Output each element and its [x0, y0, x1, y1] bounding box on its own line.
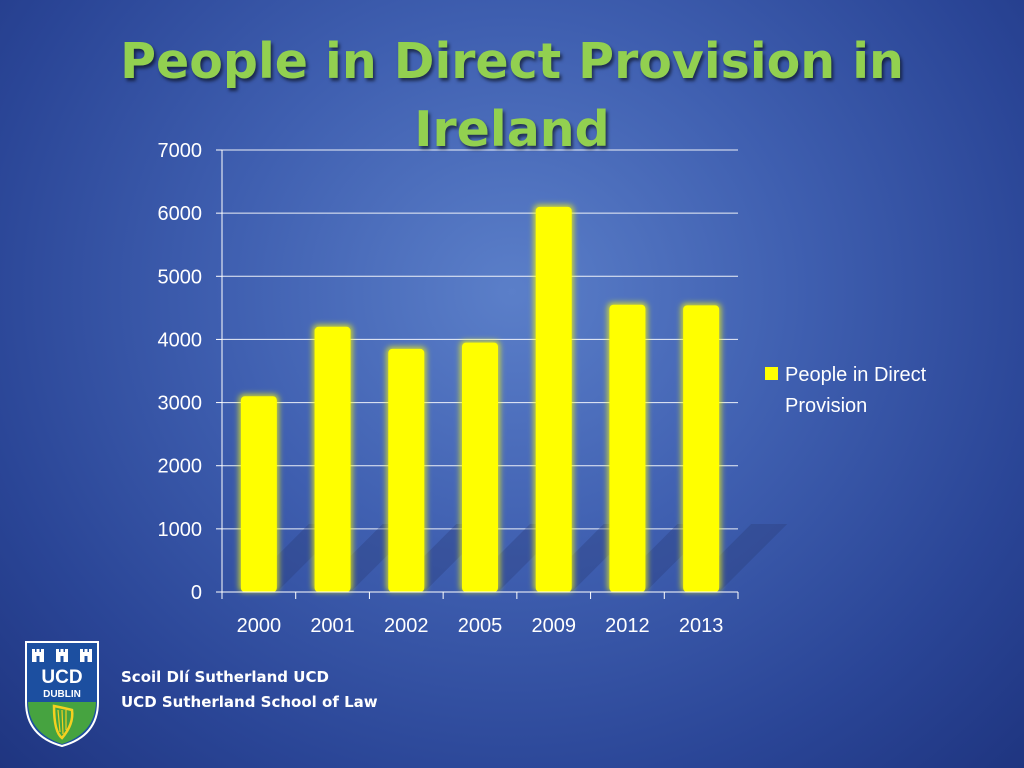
- x-tick-label-2005: 2005: [458, 615, 503, 637]
- x-tick-label-2001: 2001: [310, 615, 355, 637]
- bar-2001: [314, 326, 351, 592]
- y-tick-label-4000: 4000: [158, 329, 203, 351]
- footer-school-irish: Scoil Dlí Sutherland UCD: [121, 668, 329, 686]
- bar-2005: [462, 342, 498, 592]
- logo-text-ucd: UCD: [41, 667, 82, 688]
- y-tick-label-7000: 7000: [158, 140, 203, 162]
- bar-2013: [683, 305, 720, 592]
- x-tick-label-2002: 2002: [384, 615, 429, 637]
- y-tick-label-6000: 6000: [158, 203, 203, 225]
- legend-swatch: [765, 367, 778, 380]
- legend-entry-label: People in Direct Provision: [785, 364, 927, 417]
- bar-2002: [388, 348, 425, 592]
- footer-school-english: UCD Sutherland School of Law: [121, 693, 378, 711]
- ucd-crest-logo: UCD DUBLIN: [25, 641, 99, 748]
- y-tick-label-5000: 5000: [158, 266, 203, 288]
- x-tick-label-2009: 2009: [531, 615, 576, 637]
- y-tick-label-0: 0: [191, 582, 202, 604]
- bar-2012: [609, 304, 646, 592]
- y-tick-label-3000: 3000: [158, 393, 203, 415]
- y-tick-label-2000: 2000: [158, 456, 203, 478]
- x-tick-label-2000: 2000: [237, 615, 282, 637]
- logo-text-dublin: DUBLIN: [43, 689, 81, 700]
- slide-title: People in Direct Provision in Ireland: [120, 33, 904, 158]
- bar-2009: [535, 206, 572, 593]
- bar-2000: [240, 396, 277, 592]
- x-tick-label-2013: 2013: [679, 615, 724, 637]
- y-tick-label-1000: 1000: [158, 519, 203, 541]
- x-tick-label-2012: 2012: [605, 615, 650, 637]
- footer: UCD DUBLIN Scoil Dlí Sutherland UCD UCD …: [0, 636, 400, 756]
